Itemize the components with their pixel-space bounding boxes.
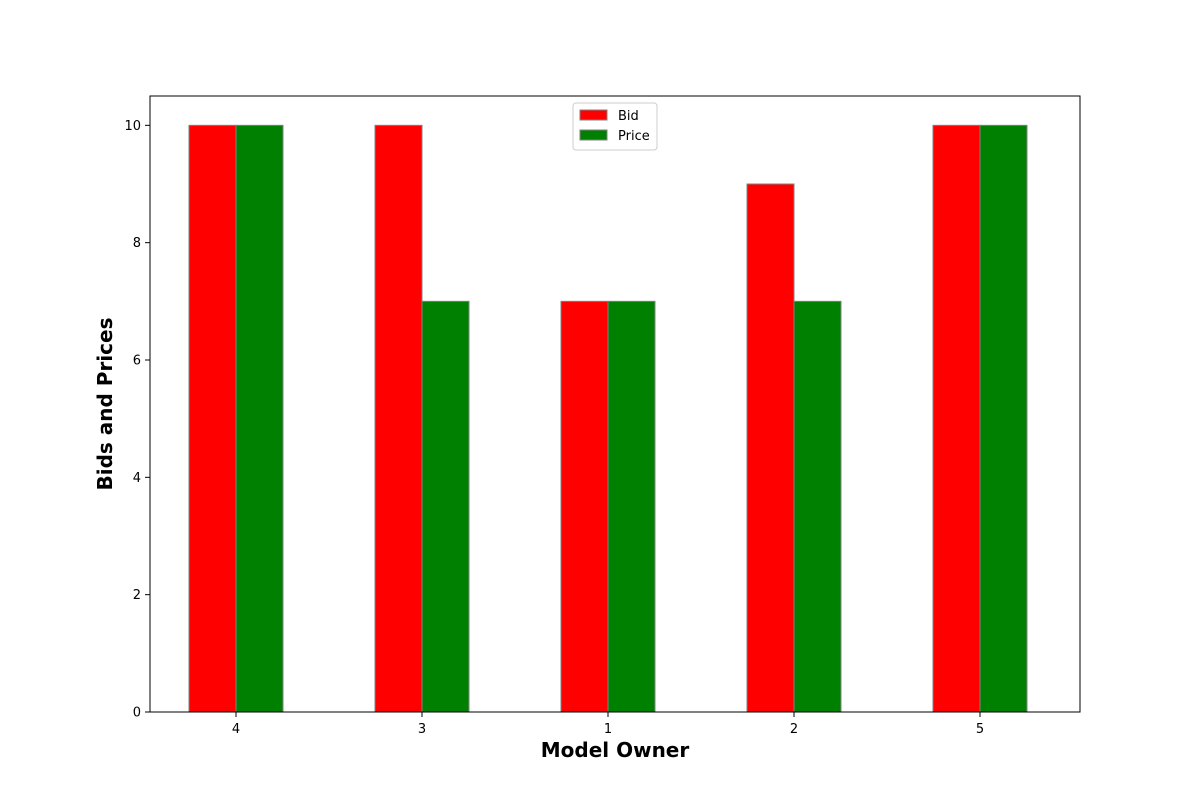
y-tick-label: 0 bbox=[133, 706, 141, 721]
legend: Bid Price bbox=[572, 102, 658, 151]
plot-frame bbox=[149, 95, 1081, 713]
bar-price-1 bbox=[607, 300, 656, 713]
bar-bid-2 bbox=[746, 183, 795, 713]
y-tick-label: 10 bbox=[124, 119, 141, 134]
x-axis: 4 3 1 2 5 bbox=[232, 712, 984, 737]
x-tick-label: 5 bbox=[976, 722, 984, 737]
bar-bid-4 bbox=[188, 124, 237, 713]
x-tick-label: 4 bbox=[232, 722, 240, 737]
legend-swatch-bid bbox=[579, 109, 608, 121]
x-tick-label: 2 bbox=[790, 722, 798, 737]
legend-label-bid: Bid bbox=[618, 109, 639, 124]
legend-swatch-price bbox=[579, 129, 608, 141]
y-tick-label: 2 bbox=[133, 588, 141, 603]
bar-bid-5 bbox=[932, 124, 981, 713]
y-tick-label: 6 bbox=[133, 354, 141, 369]
bars-layer bbox=[188, 124, 1028, 713]
y-tick-label: 8 bbox=[133, 236, 141, 251]
y-tick-label: 4 bbox=[133, 471, 141, 486]
x-tick-label: 3 bbox=[418, 722, 426, 737]
y-axis-title: Bids and Prices bbox=[93, 318, 117, 491]
bar-bid-1 bbox=[560, 300, 609, 713]
x-tick-label: 1 bbox=[604, 722, 612, 737]
x-axis-title: Model Owner bbox=[541, 738, 690, 762]
bar-bid-3 bbox=[374, 124, 423, 713]
bar-price-3 bbox=[421, 300, 470, 713]
legend-label-price: Price bbox=[618, 129, 650, 144]
y-axis: 0 2 4 6 8 10 bbox=[124, 119, 150, 721]
bar-price-5 bbox=[979, 124, 1028, 713]
bar-price-2 bbox=[793, 300, 842, 713]
bar-price-4 bbox=[235, 124, 284, 713]
